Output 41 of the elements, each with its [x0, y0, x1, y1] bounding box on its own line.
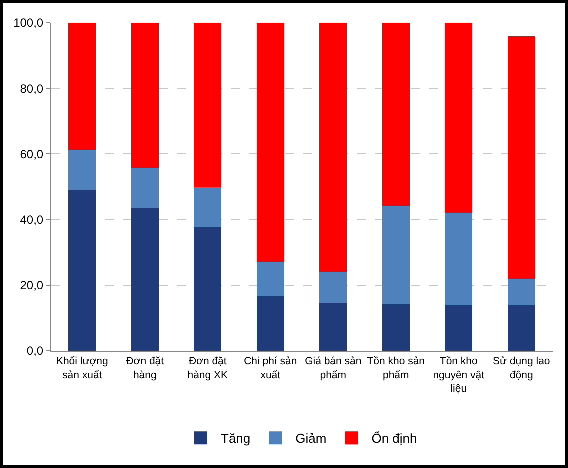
legend-label: Tăng: [221, 431, 251, 446]
legend-label: Giảm: [296, 431, 327, 446]
x-tick-label: Tồn kho nguyên vật liệu: [433, 356, 485, 395]
x-tick-label: Giá bán sản phẩm: [305, 356, 362, 382]
bar: [382, 304, 410, 351]
bar: [508, 304, 536, 351]
bar: [320, 23, 348, 272]
bar: [382, 23, 410, 206]
bar: [508, 278, 536, 306]
y-tick-label: 20,0: [20, 278, 44, 293]
bar: [68, 189, 96, 351]
legend-label: Ổn định: [372, 431, 418, 446]
x-tick-label: Sử dụng lao động: [493, 356, 550, 382]
bar: [131, 167, 159, 208]
y-tick-label: 60,0: [20, 147, 44, 162]
bar: [194, 23, 222, 188]
bar: [68, 23, 96, 150]
y-tick-label: 0,0: [26, 344, 44, 358]
y-tick-label: 40,0: [20, 213, 44, 227]
bar: [131, 23, 159, 168]
y-tick-label: 100,0: [14, 16, 44, 30]
bar: [194, 186, 222, 228]
bar: [68, 148, 96, 190]
bar: [445, 212, 473, 306]
bar: [256, 23, 284, 262]
bar: [256, 296, 284, 351]
bar: [445, 304, 473, 351]
bar: [508, 36, 536, 280]
y-tick-label: 80,0: [20, 82, 44, 96]
x-tick-label: Khối lượng sản xuất: [56, 356, 108, 382]
bar: [445, 23, 473, 214]
bar: [256, 260, 284, 297]
x-tick-label: Chi phí sản xuất: [244, 356, 298, 382]
bar: [320, 302, 348, 351]
x-tick-label: Đơn đặt hàng XK: [188, 356, 228, 382]
bar: [320, 271, 348, 303]
bar: [382, 205, 410, 305]
x-tick-label: Đơn đặt hàng: [126, 356, 164, 382]
x-tick-label: Tồn kho sản phẩm: [367, 356, 426, 382]
bar: [131, 206, 159, 351]
bar: [194, 226, 222, 351]
